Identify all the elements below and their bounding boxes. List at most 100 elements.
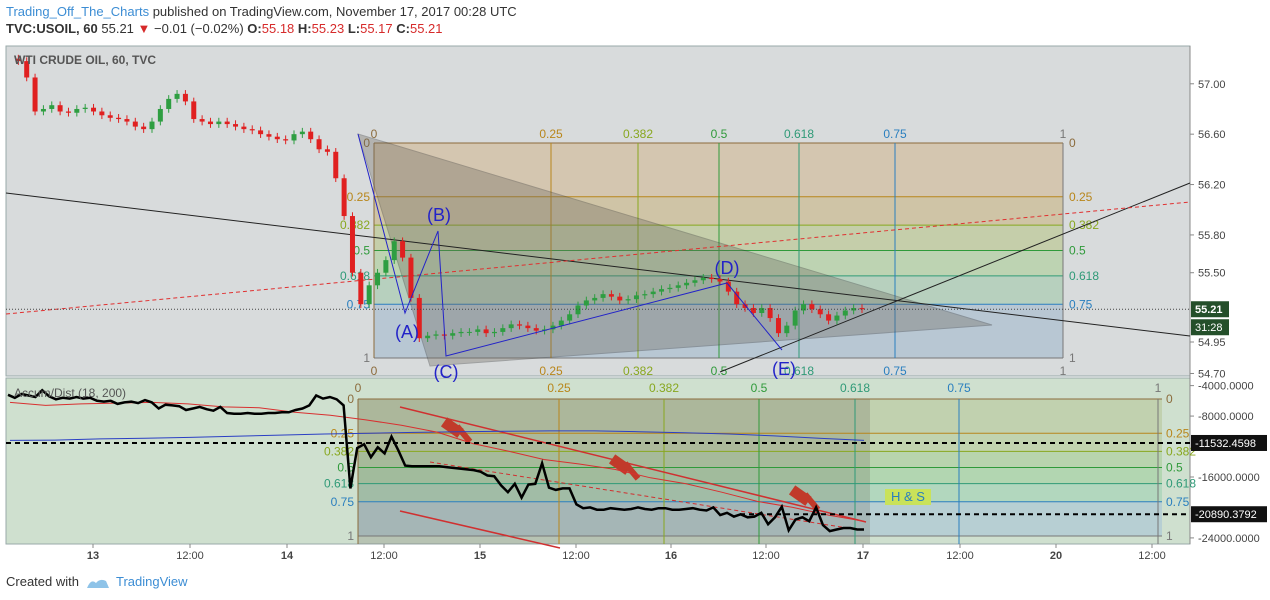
accum-dist-line xyxy=(7,388,864,534)
fib-level-label-right: 0 xyxy=(1069,136,1076,150)
candle-body xyxy=(692,280,698,283)
candle-body xyxy=(525,325,531,329)
fib-level-label-right: 0.618 xyxy=(1069,269,1099,283)
candle-body xyxy=(40,108,46,112)
candle-body xyxy=(801,304,807,311)
candle-body xyxy=(241,126,247,130)
candle-body xyxy=(709,277,715,280)
candle-body xyxy=(517,324,523,326)
candle-body xyxy=(182,93,188,102)
time-axis-label: 20 xyxy=(1050,550,1062,562)
candle-body xyxy=(400,241,406,258)
fib-time-label-bottom: 0.382 xyxy=(623,364,653,378)
fib-level-label-left: 0.5 xyxy=(353,244,370,258)
ind-axis-label: -8000.0000 xyxy=(1198,411,1254,423)
fib-time-label-top: 0.382 xyxy=(623,127,653,141)
ind-axis-label: -16000.0000 xyxy=(1198,472,1260,484)
trendline-ascending xyxy=(719,182,1191,373)
ind-fib-label-right: 0.25 xyxy=(1166,426,1190,440)
price-change: −0.01 (−0.02%) xyxy=(154,21,244,36)
candle-body xyxy=(266,134,272,137)
candle-body xyxy=(15,58,21,62)
pattern-path xyxy=(357,133,783,357)
high-value: 55.23 xyxy=(311,21,345,36)
candle-body xyxy=(466,331,472,333)
candle-body xyxy=(116,117,122,120)
candle-body xyxy=(366,285,372,305)
candle-body xyxy=(633,295,639,300)
fib-time-label-top: 0 xyxy=(371,127,378,141)
price-axis-label: 57.00 xyxy=(1198,79,1226,91)
close-label: C: xyxy=(396,21,410,36)
candle-body xyxy=(341,178,347,217)
price-pane-title: WTI CRUDE OIL, 60, TVC xyxy=(14,53,156,67)
candle-body xyxy=(675,285,681,288)
symbol-label: TVC:USOIL, 60 xyxy=(6,21,98,36)
open-label: O: xyxy=(247,21,262,36)
candle-body xyxy=(851,307,857,311)
fib-level-label-left: 1 xyxy=(363,351,370,365)
candle-body xyxy=(608,294,614,297)
candle-body xyxy=(684,282,690,286)
price-axis-label: 55.50 xyxy=(1198,268,1226,280)
candle-body xyxy=(408,257,414,298)
candle-body xyxy=(717,279,723,282)
candle-body xyxy=(258,130,264,135)
price-tag-label: 55.21 xyxy=(1195,304,1223,316)
candle-body xyxy=(349,216,355,273)
candle-body xyxy=(750,307,756,314)
brand-link[interactable]: TradingView xyxy=(116,574,188,589)
candle-body xyxy=(533,328,539,331)
candle-body xyxy=(826,314,832,321)
price-axis-label: 54.70 xyxy=(1198,368,1226,380)
candle-body xyxy=(358,272,364,305)
time-axis-label: 15 xyxy=(474,550,486,562)
candle-body xyxy=(416,297,422,339)
ind-fib-label-left: 0.382 xyxy=(324,444,354,458)
ind-fib-time-label: 0.25 xyxy=(547,381,571,395)
candle-body xyxy=(642,294,648,296)
candle-body xyxy=(859,307,865,310)
author-link[interactable]: Trading_Off_The_Charts xyxy=(6,4,150,19)
candle-body xyxy=(91,107,97,112)
ind-fib-time-label: 0 xyxy=(355,381,362,395)
candle-body xyxy=(199,119,205,122)
fib-time-label-bottom: 0.75 xyxy=(883,364,907,378)
ind-axis-label: -24000.0000 xyxy=(1198,533,1260,545)
fib-time-label-top: 0.5 xyxy=(711,127,728,141)
candle-body xyxy=(650,291,656,295)
fib-level-label-right: 0.75 xyxy=(1069,297,1093,311)
pattern-point-label: (B) xyxy=(427,205,451,225)
hs-label: H & S xyxy=(891,489,925,504)
ind-fib-label-right: 0 xyxy=(1166,392,1173,406)
price-axis-label: 56.20 xyxy=(1198,180,1226,192)
candle-body xyxy=(65,111,71,113)
price-axis-label: 54.95 xyxy=(1198,337,1226,349)
ind-fib-zone xyxy=(358,501,1162,536)
ind-fib-label-left: 0 xyxy=(347,392,354,406)
candle-body xyxy=(784,325,790,334)
candle-body xyxy=(166,98,172,109)
candle-body xyxy=(49,105,55,109)
high-label: H: xyxy=(297,21,312,36)
candle-body xyxy=(291,134,297,141)
candle-body xyxy=(433,334,439,336)
ind-fib-label-left: 0.618 xyxy=(324,477,354,491)
hs-neckline xyxy=(429,461,861,531)
candle-body xyxy=(191,101,197,120)
candle-body xyxy=(550,325,556,330)
candle-body xyxy=(725,281,731,292)
candle-body xyxy=(775,318,781,334)
candle-body xyxy=(700,277,706,281)
hammer-icon xyxy=(788,485,812,506)
ind-fib-time-label: 0.382 xyxy=(649,381,679,395)
price-axis-label: 55.80 xyxy=(1198,230,1226,242)
candle-body xyxy=(124,119,130,122)
hs-channel-lower xyxy=(399,510,561,549)
ind-fib-time-label: 0.618 xyxy=(840,381,870,395)
low-value: 55.17 xyxy=(360,21,393,36)
hs-channel-upper xyxy=(399,406,867,523)
candle-body xyxy=(792,310,798,326)
candle-body xyxy=(107,115,113,118)
